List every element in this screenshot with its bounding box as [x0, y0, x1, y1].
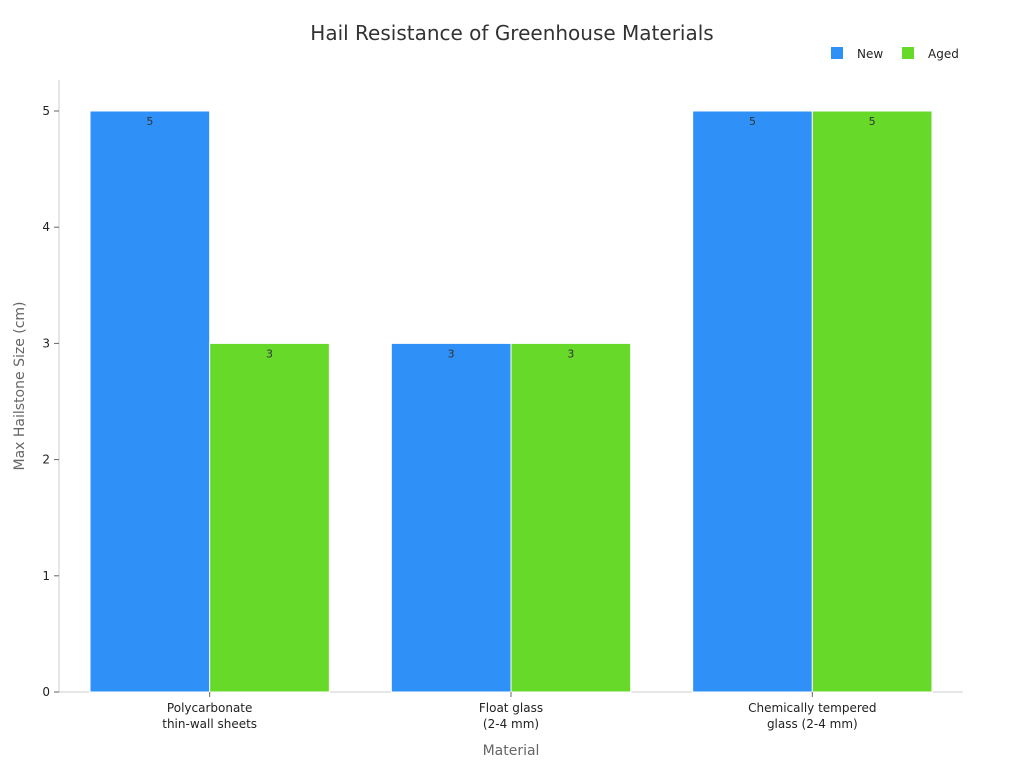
- data-labels: 5 3 3 3 5 5: [146, 115, 875, 360]
- chart-title: Hail Resistance of Greenhouse Materials: [310, 21, 713, 45]
- x-tick-label-line: Chemically tempered: [748, 701, 876, 715]
- x-tick-label-2: Chemically tempered glass (2-4 mm): [748, 701, 876, 731]
- data-label-aged-0: 3: [266, 347, 273, 360]
- bar-aged-0: [209, 342, 330, 693]
- x-tick-label-line: thin-wall sheets: [162, 717, 257, 731]
- x-tick-label-line: Polycarbonate: [167, 701, 252, 715]
- data-label-aged-2: 5: [869, 115, 876, 128]
- data-label-new-1: 3: [448, 347, 455, 360]
- y-tick-label: 2: [42, 453, 50, 467]
- y-tick-label: 1: [42, 569, 50, 583]
- x-tick-label-line: glass (2-4 mm): [767, 717, 858, 731]
- bar-new-0: [89, 110, 211, 693]
- y-tick-label: 5: [42, 104, 50, 118]
- bar-aged-2: [811, 110, 933, 693]
- legend-swatch-new: [831, 47, 843, 59]
- legend-label-aged: Aged: [928, 47, 959, 61]
- bar-aged-1: [510, 342, 632, 693]
- bar-new-2: [692, 110, 813, 693]
- data-label-new-2: 5: [749, 115, 756, 128]
- x-axis-title: Material: [483, 743, 540, 759]
- bars: [89, 110, 933, 693]
- x-tick-label-line: Float glass: [479, 701, 543, 715]
- x-tick-label-1: Float glass (2-4 mm): [479, 701, 543, 731]
- legend: New Aged: [831, 47, 959, 61]
- y-tick-label: 3: [42, 336, 50, 350]
- data-label-new-0: 5: [146, 115, 153, 128]
- x-tick-label-0: Polycarbonate thin-wall sheets: [162, 701, 257, 731]
- bar-new-1: [390, 342, 512, 693]
- y-axis-title: Max Hailstone Size (cm): [12, 301, 28, 470]
- y-tick-label: 0: [42, 685, 50, 699]
- y-axis-ticks: 0 1 2 3 4 5: [42, 104, 59, 699]
- y-tick-label: 4: [42, 220, 50, 234]
- x-tick-label-line: (2-4 mm): [483, 717, 539, 731]
- x-axis-ticks: Polycarbonate thin-wall sheets Float glass…: [162, 692, 877, 731]
- data-label-aged-1: 3: [567, 347, 574, 360]
- legend-label-new: New: [857, 47, 883, 61]
- legend-swatch-aged: [902, 47, 914, 59]
